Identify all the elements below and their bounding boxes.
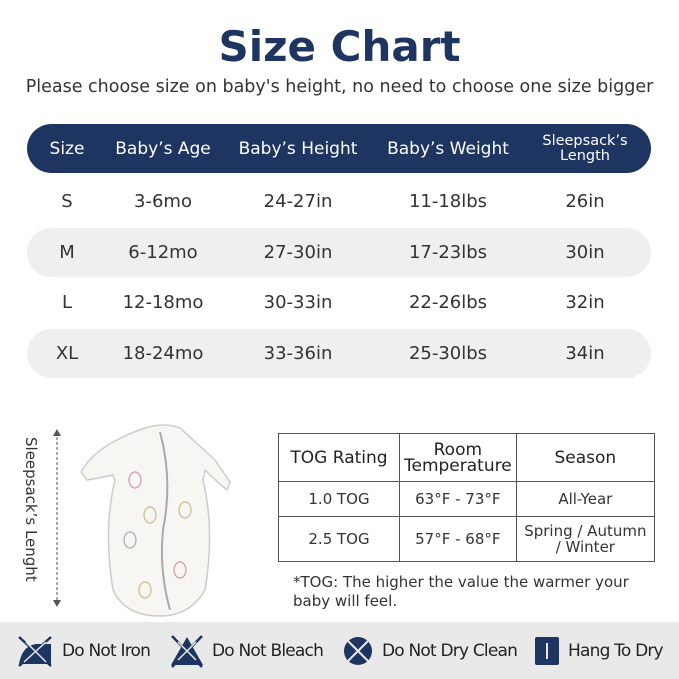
page-title: Size Chart: [218, 22, 461, 71]
hang-to-dry-icon: [535, 636, 559, 665]
tog-table: TOG Rating Room Temperature Season 1.0 T…: [278, 433, 656, 562]
size-table-cell: 32in: [565, 292, 605, 313]
header-height: Baby’s Height: [238, 138, 358, 159]
tog-cell: 57°F - 68°F: [399, 516, 517, 562]
size-table-cell: 33-36in: [263, 342, 333, 364]
size-table-cell: L: [61, 292, 73, 313]
header-size: Size: [49, 138, 85, 159]
size-table-header: Size Baby’s Age Baby’s Height Baby’s Wei…: [27, 124, 651, 173]
do-not-iron-icon: [18, 635, 52, 667]
tog-cell: Spring / Autumn / Winter: [515, 516, 656, 562]
size-table-cell: 26in: [565, 191, 605, 212]
size-table-cell: 34in: [565, 342, 605, 364]
care-label: Do Not Bleach: [212, 640, 324, 661]
tog-header-season: Season: [515, 433, 656, 482]
length-arrow-icon: [53, 429, 61, 607]
care-label: Do Not Iron: [62, 640, 151, 661]
size-table-cell: 17-23lbs: [408, 241, 488, 263]
sleepsack-image: [80, 424, 231, 617]
size-table-cell: 30in: [565, 241, 605, 263]
tog-cell: 2.5 TOG: [278, 516, 400, 562]
header-length: Sleepsack’s Length: [542, 132, 628, 164]
tog-cell: 63°F - 73°F: [399, 481, 517, 517]
size-table-cell: 18-24mo: [122, 342, 204, 364]
size-table-cell: 3-6mo: [134, 191, 192, 212]
header-weight: Baby’s Weight: [387, 138, 509, 159]
care-hang-to-dry: Hang To Dry: [534, 622, 664, 679]
header-age: Baby’s Age: [115, 138, 211, 159]
tog-note: *TOG: The higher the value the warmer yo…: [293, 573, 629, 610]
subtitle: Please choose size on baby's height, no …: [25, 77, 654, 97]
size-table-cell: XL: [55, 342, 79, 364]
sleepsack-length-label: Sleepsack’s Lenght: [22, 437, 40, 582]
do-not-bleach-icon: [171, 634, 203, 668]
size-table-row: M 6-12mo 27-30in 17-23lbs 30in: [27, 227, 651, 277]
size-table-row: XL 18-24mo 33-36in 25-30lbs 34in: [27, 328, 651, 378]
size-table-cell: 25-30lbs: [408, 342, 488, 364]
size-table-cell: 22-26lbs: [408, 292, 488, 313]
care-instructions: Do Not Iron Do Not Bleach Do Not Dry Cle…: [0, 622, 679, 679]
tog-cell: All-Year: [515, 481, 656, 517]
care-label: Hang To Dry: [568, 640, 664, 661]
care-do-not-dry-clean: Do Not Dry Clean: [342, 622, 518, 679]
tog-header-rating: TOG Rating: [278, 433, 400, 482]
care-label: Do Not Dry Clean: [382, 640, 518, 661]
size-table-cell: 27-30in: [263, 241, 333, 263]
size-table-cell: 24-27in: [263, 191, 333, 212]
size-table-row: S 3-6mo 24-27in 11-18lbs 26in: [27, 177, 651, 226]
care-do-not-iron: Do Not Iron: [16, 622, 151, 679]
care-do-not-bleach: Do Not Bleach: [170, 622, 324, 679]
size-table-cell: 11-18lbs: [408, 191, 488, 212]
size-table-cell: 30-33in: [263, 292, 333, 313]
size-table-cell: S: [61, 191, 73, 212]
size-table-row: L 12-18mo 30-33in 22-26lbs 32in: [27, 278, 651, 327]
size-table-cell: 6-12mo: [128, 241, 198, 263]
tog-header-temp: Room Temperature: [399, 433, 517, 482]
size-table-cell: 12-18mo: [122, 292, 204, 313]
do-not-dry-clean-icon: [342, 634, 374, 667]
tog-cell: 1.0 TOG: [278, 481, 400, 517]
size-table-cell: M: [59, 241, 75, 263]
